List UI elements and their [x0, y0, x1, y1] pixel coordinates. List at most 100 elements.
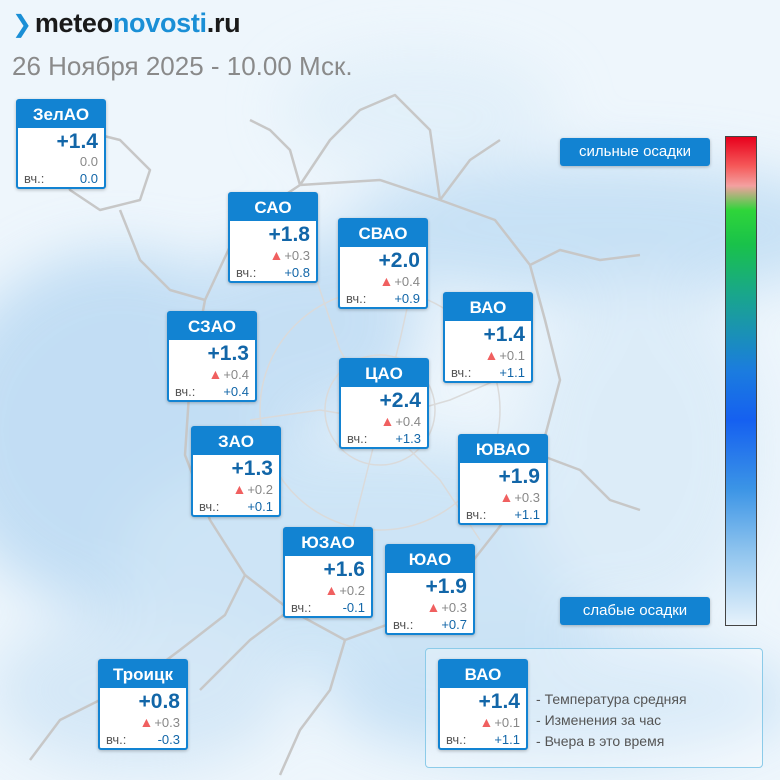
district-card-zao: ЗАО +1.3 ▲+0.2 вч.: +0.1 [191, 426, 281, 517]
district-change: 0.0 [18, 154, 104, 170]
yesterday-value: +0.7 [441, 617, 467, 632]
district-card-yuzao: ЮЗАО +1.6 ▲+0.2 вч.: -0.1 [283, 527, 373, 618]
district-yesterday: вч.: -0.3 [100, 731, 186, 748]
yesterday-value: +0.9 [394, 291, 420, 306]
district-temp: +2.0 [378, 249, 420, 272]
change-value: +0.3 [284, 248, 310, 263]
district-boundaries [29, 93, 641, 776]
district-card-cao: ЦАО +2.4 ▲+0.4 вч.: +1.3 [339, 358, 429, 449]
change-up-icon: ▲ [324, 582, 339, 598]
precip-legend-high-label: сильные осадки [560, 138, 710, 166]
district-temp: +0.8 [138, 690, 180, 713]
brand-mark-icon: ❯ [12, 11, 32, 38]
district-change: ▲+0.1 [440, 714, 526, 731]
district-yesterday: вч.: +0.7 [387, 616, 473, 633]
brand-logo: ❯ meteonovosti.ru [12, 8, 241, 39]
district-name: ЮЗАО [285, 529, 371, 556]
change-up-icon: ▲ [379, 273, 394, 289]
district-change: ▲+0.3 [460, 489, 546, 506]
district-temp: +1.4 [483, 323, 525, 346]
district-change: ▲+0.3 [100, 714, 186, 731]
district-name: СЗАО [169, 313, 255, 340]
district-card-troitsk: Троицк +0.8 ▲+0.3 вч.: -0.3 [98, 659, 188, 750]
district-yesterday: вч.: -0.1 [285, 599, 371, 616]
district-yesterday: вч.: +0.8 [230, 264, 316, 281]
yesterday-label: вч.: [347, 431, 368, 446]
district-yesterday: вч.: +0.1 [193, 498, 279, 515]
legend-example-card: ВАО +1.4 ▲+0.1 вч.: +1.1 [438, 659, 528, 750]
district-change: ▲+0.2 [285, 582, 371, 599]
change-value: +0.3 [441, 600, 467, 615]
yesterday-label: вч.: [175, 384, 196, 399]
precip-legend-low-label: слабые осадки [560, 597, 710, 625]
yesterday-value: 0.0 [79, 171, 98, 186]
change-value: +0.1 [494, 715, 520, 730]
yesterday-label: вч.: [291, 600, 312, 615]
forecast-datetime: 26 Ноября 2025 - 10.00 Мск. [12, 51, 353, 81]
change-value: +0.1 [499, 348, 525, 363]
district-yesterday: вч.: +1.1 [460, 506, 546, 523]
yesterday-value: +1.1 [499, 365, 525, 380]
district-name: САО [230, 194, 316, 221]
district-temp: +1.6 [323, 558, 365, 581]
yesterday-label: вч.: [106, 732, 127, 747]
district-name: ЮАО [387, 546, 473, 573]
legend-item-temp-avg: Температура средняя [536, 689, 687, 710]
change-value: +0.4 [223, 367, 249, 382]
change-value: +0.4 [394, 274, 420, 289]
change-up-icon: ▲ [499, 489, 514, 505]
legend-item-yesterday: Вчера в это время [536, 731, 687, 752]
district-card-yuao: ЮАО +1.9 ▲+0.3 вч.: +0.7 [385, 544, 475, 635]
yesterday-value: +1.1 [494, 732, 520, 747]
district-name: СВАО [340, 220, 426, 247]
district-temp: +1.9 [425, 575, 467, 598]
precip-legend-bar [725, 136, 757, 626]
district-temp: +1.4 [56, 130, 98, 153]
change-up-icon: ▲ [426, 599, 441, 615]
change-value: +0.3 [154, 715, 180, 730]
district-card-vao: ВАО +1.4 ▲+0.1 вч.: +1.1 [443, 292, 533, 383]
district-name: ЮВАО [460, 436, 546, 463]
yesterday-label: вч.: [199, 499, 220, 514]
district-temp: +1.4 [478, 690, 520, 713]
yesterday-value: +1.3 [395, 431, 421, 446]
district-card-sao: САО +1.8 ▲+0.3 вч.: +0.8 [228, 192, 318, 283]
district-yesterday: вч.: 0.0 [18, 170, 104, 187]
change-up-icon: ▲ [232, 481, 247, 497]
district-change: ▲+0.4 [169, 366, 255, 383]
yesterday-label: вч.: [466, 507, 487, 522]
district-yesterday: вч.: +0.9 [340, 290, 426, 307]
change-up-icon: ▲ [208, 366, 223, 382]
change-up-icon: ▲ [484, 347, 499, 363]
district-yesterday: вч.: +1.1 [440, 731, 526, 748]
district-name: Троицк [100, 661, 186, 688]
brand-prefix: meteo [34, 8, 113, 38]
brand-tld: .ru [206, 8, 241, 38]
district-temp: +1.9 [498, 465, 540, 488]
change-up-icon: ▲ [269, 247, 284, 263]
yesterday-label: вч.: [346, 291, 367, 306]
yesterday-value: -0.1 [342, 600, 365, 615]
yesterday-value: +0.1 [247, 499, 273, 514]
district-change: ▲+0.4 [341, 413, 427, 430]
district-name: ЗелАО [18, 101, 104, 128]
yesterday-value: +1.1 [514, 507, 540, 522]
yesterday-value: -0.3 [157, 732, 180, 747]
district-name: ВАО [445, 294, 531, 321]
district-temp: +2.4 [379, 389, 421, 412]
yesterday-label: вч.: [24, 171, 45, 186]
yesterday-label: вч.: [451, 365, 472, 380]
district-change: ▲+0.3 [230, 247, 316, 264]
yesterday-label: вч.: [446, 732, 467, 747]
change-value: +0.2 [339, 583, 365, 598]
yesterday-value: +0.4 [223, 384, 249, 399]
change-value: +0.2 [247, 482, 273, 497]
district-name: ЦАО [341, 360, 427, 387]
district-temp: +1.8 [268, 223, 310, 246]
district-card-szao: СЗАО +1.3 ▲+0.4 вч.: +0.4 [167, 311, 257, 402]
district-name: ВАО [440, 661, 526, 688]
yesterday-label: вч.: [236, 265, 257, 280]
brand-accent: novosti [112, 8, 207, 38]
change-value: +0.4 [395, 414, 421, 429]
